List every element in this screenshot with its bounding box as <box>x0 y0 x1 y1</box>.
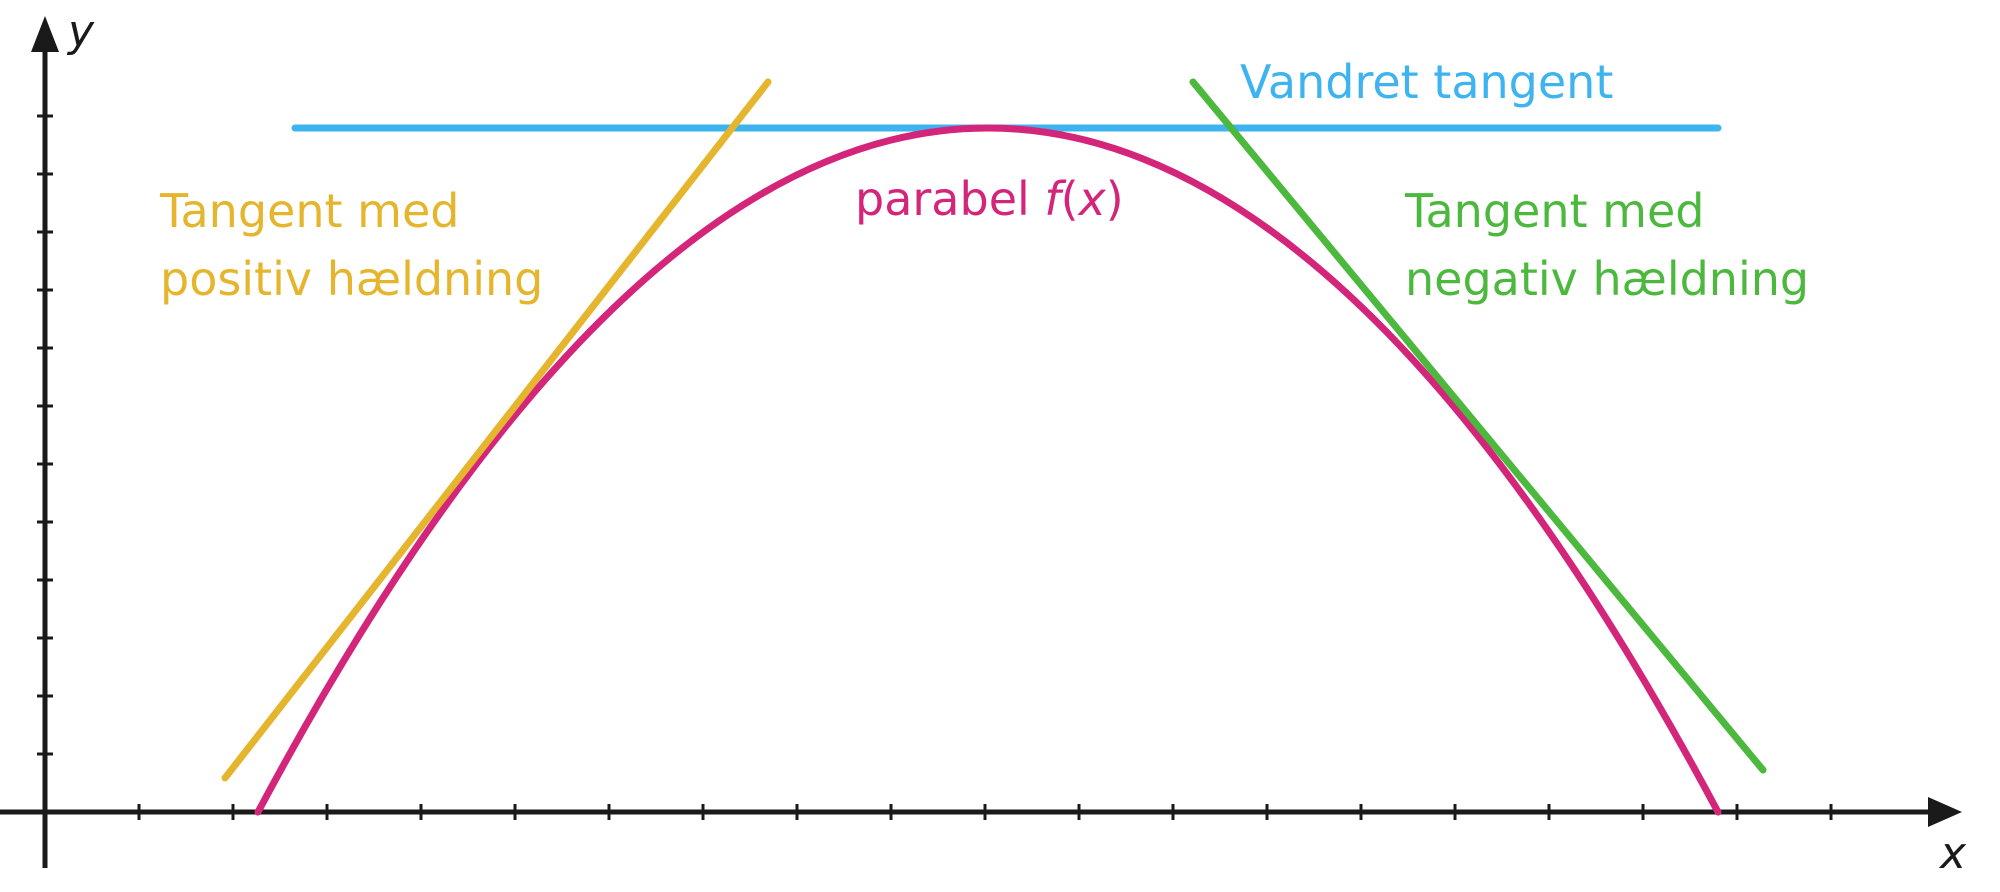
negative-tangent-label-line2: negativ hældning <box>1405 252 1809 306</box>
axes: x y <box>0 6 1967 879</box>
parabola-curve <box>254 124 1722 816</box>
negative-tangent-label-line1: Tangent med <box>1404 184 1704 238</box>
parabola-label-open: ( <box>1061 172 1079 226</box>
horizontal-tangent-label: Vandret tangent <box>1240 55 1613 109</box>
positive-tangent-label-line2: positiv hældning <box>160 252 543 306</box>
x-axis-arrow <box>1928 797 1962 827</box>
parabola-label-variable: x <box>1077 172 1107 226</box>
x-axis-ticks <box>137 804 1833 820</box>
parabola-label: parabel f(x) <box>855 172 1124 226</box>
parabola-label-prefix: parabel <box>855 172 1044 226</box>
y-axis-ticks <box>37 114 53 756</box>
x-axis-label: x <box>1938 828 1967 879</box>
y-axis-arrow <box>31 16 59 52</box>
negative-slope-tangent-line <box>1189 78 1767 774</box>
positive-tangent-label-line1: Tangent med <box>159 184 459 238</box>
positive-slope-tangent-line <box>221 78 772 782</box>
y-axis-label: y <box>66 6 95 57</box>
parabola-label-close: ) <box>1106 172 1124 226</box>
